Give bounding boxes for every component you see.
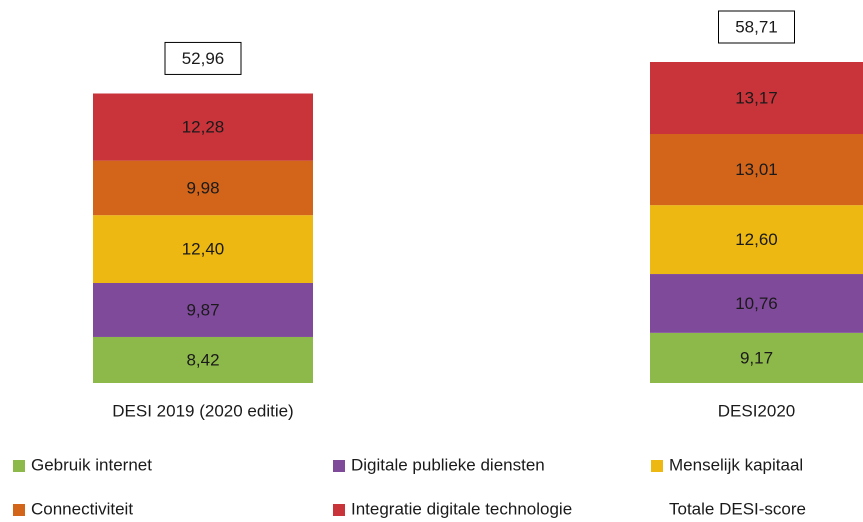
bar-segment	[650, 134, 863, 206]
bar-segment	[93, 93, 313, 161]
value-label: 9,98	[186, 178, 219, 197]
total-label: 58,71	[735, 17, 778, 36]
value-label: 12,40	[182, 240, 225, 259]
bar-segment	[93, 160, 313, 216]
bar-segment	[93, 282, 313, 337]
total-box	[164, 41, 242, 75]
value-label: 13,01	[735, 160, 778, 179]
legend-swatch	[333, 504, 345, 516]
legend-swatch	[13, 504, 25, 516]
value-label: 8,42	[186, 350, 219, 369]
legend-label: Digitale publieke diensten	[351, 455, 545, 474]
bar-segment	[650, 205, 863, 275]
bar-segment	[650, 62, 863, 135]
category-label: DESI2020	[718, 401, 796, 420]
value-label: 9,17	[740, 348, 773, 367]
legend-label: Integratie digitale technologie	[351, 499, 572, 518]
bar-segment	[650, 332, 863, 383]
bar-segment	[93, 336, 313, 383]
bar-segment	[650, 274, 863, 333]
value-label: 12,60	[735, 230, 778, 249]
total-box	[718, 10, 795, 44]
value-label: 12,28	[182, 118, 225, 137]
legend-label: Totale DESI-score	[669, 499, 806, 518]
value-label: 9,87	[186, 300, 219, 319]
legend-swatch	[333, 460, 345, 472]
total-label: 52,96	[182, 49, 225, 68]
value-label: 10,76	[735, 294, 778, 313]
legend-label: Connectiviteit	[31, 499, 133, 518]
legend-label: Gebruik internet	[31, 455, 152, 474]
value-label: 13,17	[735, 88, 778, 107]
legend-swatch	[651, 460, 663, 472]
legend-label: Menselijk kapitaal	[669, 455, 803, 474]
legend-swatch	[13, 460, 25, 472]
bar-segment	[93, 215, 313, 283]
category-label: DESI 2019 (2020 editie)	[112, 401, 293, 420]
